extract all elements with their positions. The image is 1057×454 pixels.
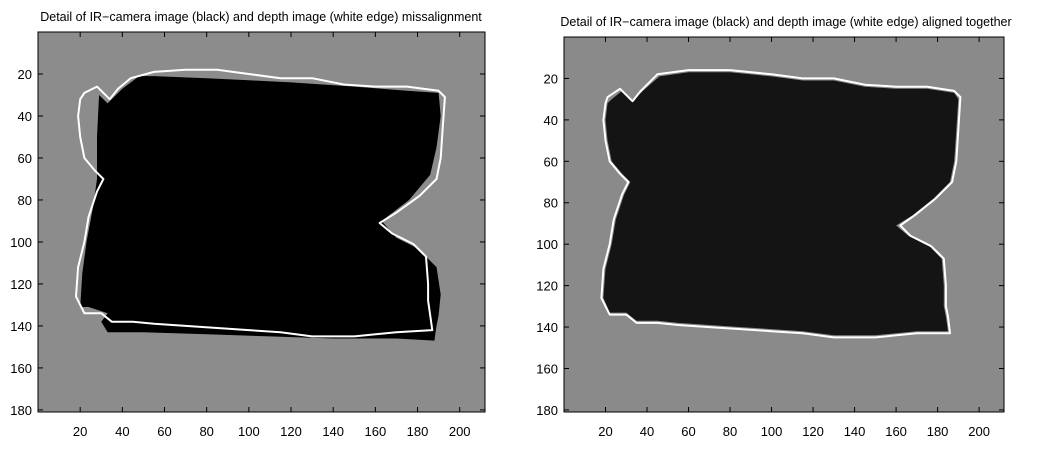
y-tick-label: 20 xyxy=(544,71,558,86)
y-tick-label: 40 xyxy=(544,113,558,128)
y-tick-label: 80 xyxy=(18,193,32,208)
x-tick-label: 20 xyxy=(598,424,612,439)
y-tick-label: 100 xyxy=(536,237,558,252)
y-tick-label: 180 xyxy=(10,403,32,418)
y-tick-label: 180 xyxy=(536,403,558,418)
right-panel-aligned: Detail of IR−camera image (black) and de… xyxy=(536,15,1011,439)
y-tick-label: 40 xyxy=(18,109,32,124)
axes-frame xyxy=(37,31,486,413)
x-tick-label: 180 xyxy=(407,424,429,439)
ir-camera-region xyxy=(603,72,959,336)
x-tick-label: 160 xyxy=(885,424,907,439)
x-tick-label: 100 xyxy=(761,424,783,439)
y-tick-label: 100 xyxy=(10,235,32,250)
x-tick-label: 140 xyxy=(844,424,866,439)
axes-frame xyxy=(563,36,1005,413)
depth-image-edge xyxy=(75,68,446,338)
x-tick-label: 200 xyxy=(449,424,471,439)
x-tick-label: 100 xyxy=(238,424,260,439)
x-tick-label: 40 xyxy=(640,424,654,439)
right-panel-title: Detail of IR−camera image (black) and de… xyxy=(560,15,1011,29)
depth-image-edge xyxy=(600,69,962,339)
y-tick-label: 120 xyxy=(536,279,558,294)
y-tick-label: 60 xyxy=(544,154,558,169)
y-tick-label: 140 xyxy=(536,320,558,335)
x-tick-label: 20 xyxy=(73,424,87,439)
x-tick-label: 120 xyxy=(280,424,302,439)
x-tick-label: 180 xyxy=(927,424,949,439)
x-tick-label: 80 xyxy=(199,424,213,439)
ir-camera-region xyxy=(80,76,441,341)
x-tick-label: 40 xyxy=(115,424,129,439)
x-tick-label: 160 xyxy=(365,424,387,439)
x-tick-label: 60 xyxy=(681,424,695,439)
y-tick-label: 160 xyxy=(10,361,32,376)
x-tick-label: 80 xyxy=(723,424,737,439)
y-tick-label: 60 xyxy=(18,151,32,166)
y-tick-label: 80 xyxy=(544,196,558,211)
left-panel-title: Detail of IR−camera image (black) and de… xyxy=(40,10,482,24)
y-tick-label: 160 xyxy=(536,361,558,376)
y-tick-label: 140 xyxy=(10,319,32,334)
left-panel-misalignment: Detail of IR−camera image (black) and de… xyxy=(10,10,486,439)
x-tick-label: 140 xyxy=(322,424,344,439)
x-tick-label: 60 xyxy=(157,424,171,439)
y-tick-label: 120 xyxy=(10,277,32,292)
x-tick-label: 120 xyxy=(802,424,824,439)
x-tick-label: 200 xyxy=(968,424,990,439)
y-tick-label: 20 xyxy=(18,67,32,82)
